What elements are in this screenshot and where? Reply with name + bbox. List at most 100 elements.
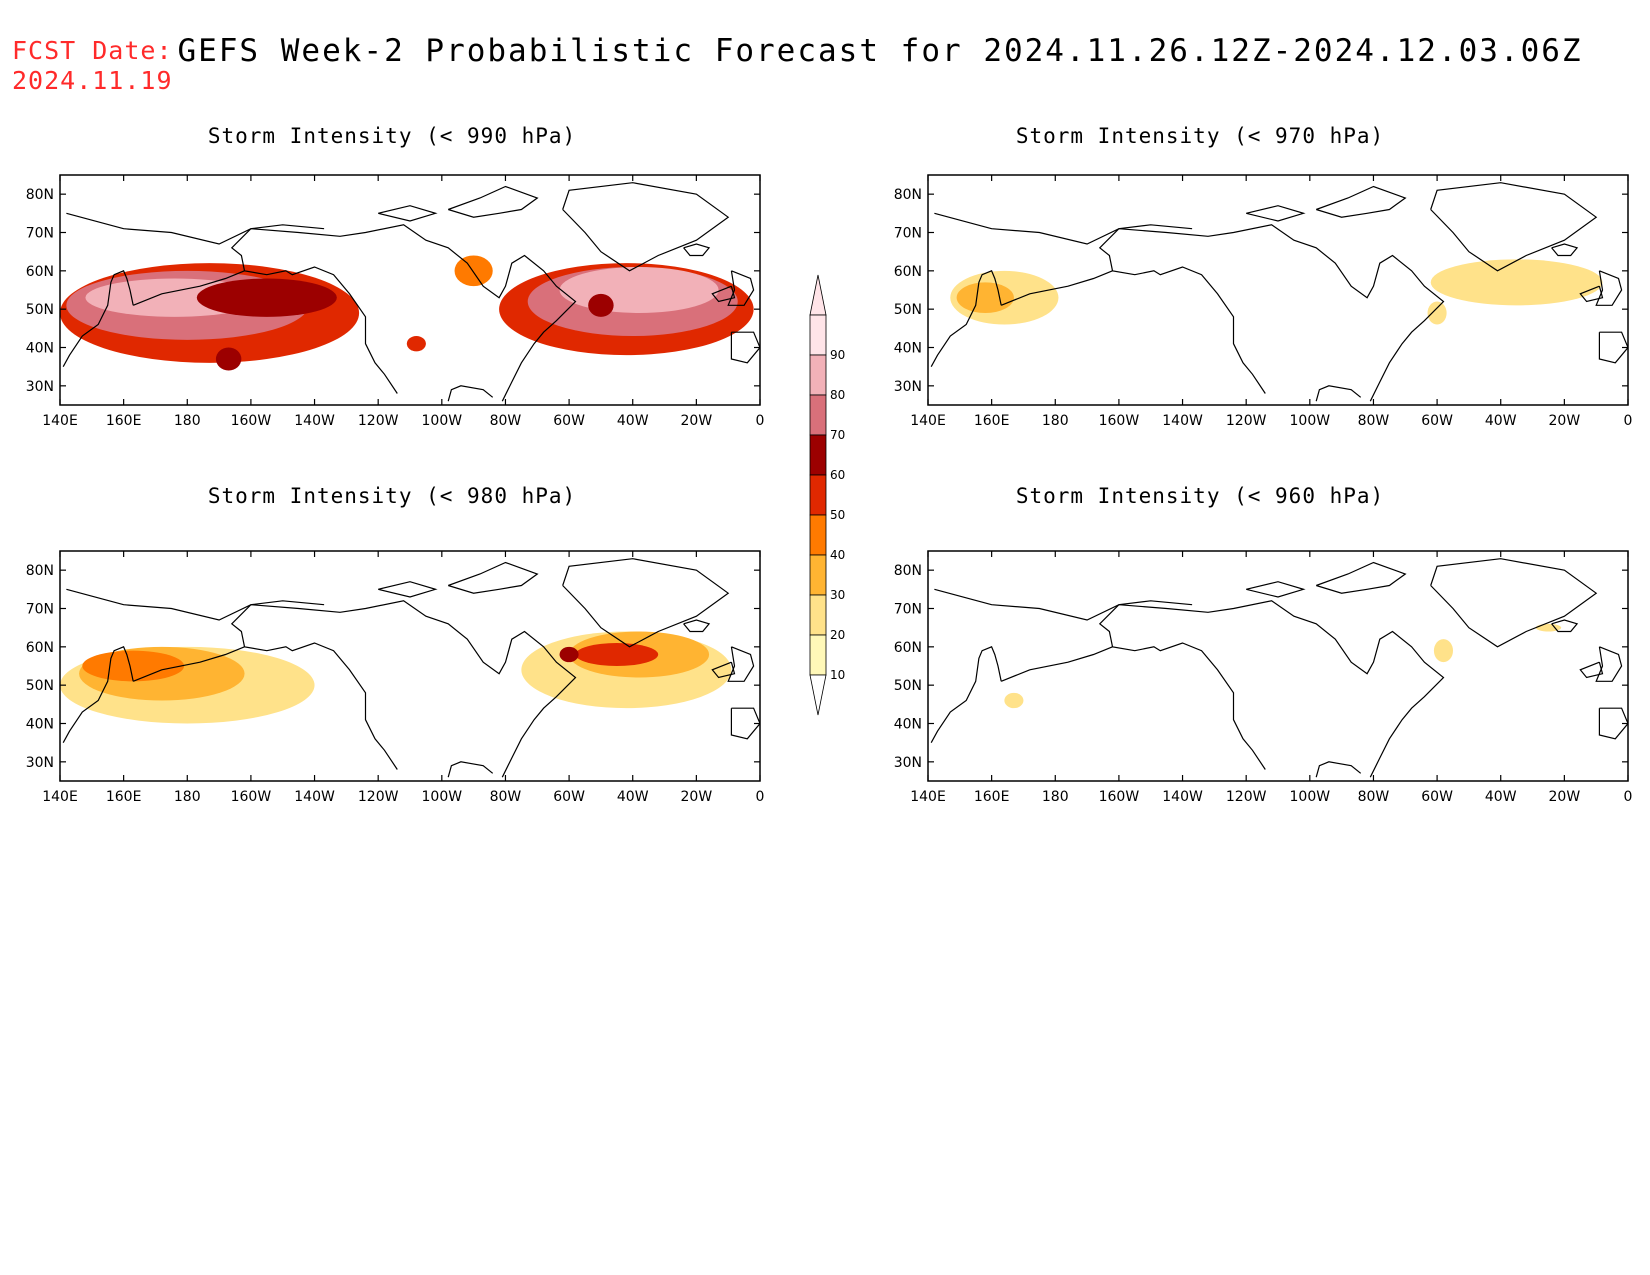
coastline <box>62 270 134 367</box>
lat-tick-label: 50N <box>894 678 922 694</box>
probability-area-p990 <box>588 293 614 317</box>
colorbar-swatch <box>809 554 827 596</box>
coastline <box>1000 270 1113 306</box>
lat-tick-label: 30N <box>26 379 54 395</box>
colorbar-label: 70 <box>830 428 845 442</box>
colorbar-swatch <box>809 474 827 516</box>
probability-area-p970 <box>1427 301 1447 325</box>
coastline <box>447 185 539 218</box>
lon-tick-label: 120W <box>1226 413 1267 429</box>
map-panel-990: 140E 160E 180 160W 140W 120W 100W 80W 60W 40W 20W 0… <box>26 174 764 429</box>
lat-tick-label: 70N <box>894 602 922 618</box>
lon-tick-label: 140E <box>910 413 946 429</box>
coastline <box>934 588 1445 778</box>
map-panel-980: 140E 160E 180 160W 140W 120W 100W 80W 60W 40W 20W 0… <box>26 550 764 805</box>
lon-tick-label: 20W <box>1549 789 1581 805</box>
map-frame <box>59 174 761 406</box>
lon-tick-label: 100W <box>1290 789 1331 805</box>
coastline <box>1315 185 1407 218</box>
coastline <box>1579 285 1604 303</box>
coastline <box>378 205 438 222</box>
probability-area-p990 <box>215 347 242 371</box>
colorbar-top-triangle <box>809 274 827 316</box>
lon-tick-label: 80W <box>1358 789 1390 805</box>
lon-tick-label: 20W <box>1549 413 1581 429</box>
lat-tick-label: 60N <box>26 264 54 280</box>
lon-tick-label: 180 <box>174 789 201 805</box>
probability-area-p980 <box>575 643 659 666</box>
lon-tick-label: 140W <box>294 413 335 429</box>
lon-tick-label: 20W <box>681 789 713 805</box>
lat-tick-label: 80N <box>26 187 54 203</box>
colorbar-swatch <box>809 354 827 396</box>
coastline <box>730 331 760 364</box>
coastline <box>730 707 760 740</box>
coastline <box>1246 581 1306 598</box>
colorbar-swatch <box>809 594 827 636</box>
coastline <box>447 761 494 778</box>
lon-tick-label: 60W <box>1421 789 1453 805</box>
colorbar-label: 80 <box>830 388 845 402</box>
lon-tick-label: 0 <box>1624 413 1633 429</box>
map-frame <box>927 174 1629 406</box>
lon-tick-label: 140E <box>42 789 78 805</box>
lat-tick-label: 80N <box>26 563 54 579</box>
colorbar-swatch <box>809 434 827 476</box>
lat-tick-label: 80N <box>894 563 922 579</box>
panel-title-970: Storm Intensity (< 970 hPa) <box>1015 124 1385 148</box>
lon-tick-label: 100W <box>1290 413 1331 429</box>
lat-tick-label: 40N <box>894 717 922 733</box>
coastline <box>1315 385 1362 402</box>
probability-area-p990 <box>454 255 493 287</box>
coastline <box>1246 205 1306 222</box>
colorbar-label: 50 <box>830 508 845 522</box>
lon-tick-label: 0 <box>756 789 765 805</box>
lon-tick-label: 60W <box>553 789 585 805</box>
fcst-date: 2024.11.19 <box>12 66 173 95</box>
lat-tick-label: 30N <box>26 755 54 771</box>
coastline <box>727 270 755 306</box>
colorbar-label: 30 <box>830 588 845 602</box>
lon-tick-label: 140E <box>910 789 946 805</box>
lon-tick-label: 60W <box>553 413 585 429</box>
coastline <box>1579 661 1604 679</box>
forecast-date-label: FCST Date: 2024.11.19 <box>12 36 173 96</box>
lon-tick-label: 40W <box>1485 789 1517 805</box>
coastline <box>711 661 736 679</box>
lon-tick-label: 120W <box>358 789 399 805</box>
lon-tick-label: 0 <box>1624 789 1633 805</box>
colorbar-label: 40 <box>830 548 845 562</box>
coastline <box>66 588 577 778</box>
lon-tick-label: 80W <box>1358 413 1390 429</box>
lon-tick-label: 180 <box>174 413 201 429</box>
map-frame <box>927 550 1629 782</box>
lon-tick-label: 100W <box>422 789 463 805</box>
lon-tick-label: 60W <box>1421 413 1453 429</box>
colorbar-label: 60 <box>830 468 845 482</box>
probability-area-p990 <box>406 336 426 352</box>
lon-tick-label: 80W <box>490 413 522 429</box>
lon-tick-label: 140W <box>1162 789 1203 805</box>
coastline <box>930 270 1002 367</box>
lon-tick-label: 160W <box>231 789 272 805</box>
lat-tick-label: 70N <box>26 602 54 618</box>
lon-tick-label: 160W <box>231 413 272 429</box>
coastline <box>711 285 736 303</box>
coastline <box>683 619 711 633</box>
panel-title-960: Storm Intensity (< 960 hPa) <box>1015 484 1385 508</box>
coastline <box>683 243 711 257</box>
lat-tick-label: 80N <box>894 187 922 203</box>
map-panel-960: 140E 160E 180 160W 140W 120W 100W 80W 60W 40W 20W 0… <box>894 550 1632 805</box>
coastline <box>1551 243 1579 257</box>
lat-tick-label: 60N <box>894 264 922 280</box>
coastline <box>930 646 1002 743</box>
coastline <box>1595 646 1623 682</box>
probability-area-p980 <box>559 646 579 663</box>
lat-tick-label: 50N <box>894 302 922 318</box>
colorbar-swatch <box>809 514 827 556</box>
coastline <box>562 182 730 272</box>
lon-tick-label: 0 <box>756 413 765 429</box>
colorbar-swatch <box>809 634 827 676</box>
coastline <box>934 212 1445 402</box>
colorbar-bottom-triangle <box>809 674 827 716</box>
